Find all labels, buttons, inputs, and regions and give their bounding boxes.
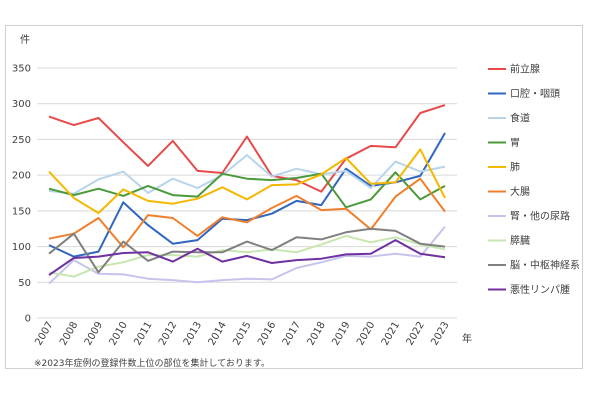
footnote: ※2023年症例の登録件数上位の部位を集計しております。 bbox=[34, 359, 271, 369]
series-line bbox=[48, 234, 446, 278]
legend-label: 大腸 bbox=[510, 185, 530, 198]
x-tick-label: 2022 bbox=[405, 320, 427, 348]
series-line bbox=[48, 239, 446, 276]
x-tick-label: 2010 bbox=[108, 320, 130, 348]
x-axis: 2007 2008 2009 2010 2011 2012 2013 2014 2015 2016… bbox=[33, 320, 451, 348]
x-axis-unit: 年 bbox=[462, 332, 472, 345]
x-tick-label: 2011 bbox=[132, 320, 154, 348]
x-tick-label: 2014 bbox=[207, 320, 229, 348]
legend-item: 脳・中枢神経系 bbox=[488, 259, 580, 272]
legend-item: 口腔・咽頭 bbox=[488, 87, 560, 100]
x-tick-label: 2020 bbox=[355, 320, 377, 348]
y-tick-label: 200 bbox=[12, 171, 31, 182]
grid-lines bbox=[37, 67, 457, 319]
series-line bbox=[48, 177, 446, 249]
legend-label: 胃 bbox=[510, 137, 520, 149]
series-line bbox=[48, 148, 446, 214]
y-tick-label: 50 bbox=[18, 278, 31, 289]
y-tick-label: 300 bbox=[12, 99, 31, 110]
legend-item: 膵臓 bbox=[488, 235, 530, 247]
x-tick-label: 2016 bbox=[256, 320, 278, 348]
x-tick-label: 2018 bbox=[306, 320, 328, 348]
series-line bbox=[48, 225, 446, 285]
legend-item: 肺 bbox=[488, 162, 520, 174]
legend-item: 食道 bbox=[488, 112, 530, 125]
legend-label: 膵臓 bbox=[510, 235, 530, 247]
legend-label: 口腔・咽頭 bbox=[510, 87, 560, 100]
x-tick-label: 2019 bbox=[330, 320, 352, 348]
x-tick-label: 2008 bbox=[58, 320, 80, 348]
y-tick-label: 250 bbox=[12, 135, 31, 146]
legend-item: 大腸 bbox=[488, 185, 530, 198]
y-tick-label: 0 bbox=[25, 314, 31, 325]
y-axis-unit: 件 bbox=[20, 34, 30, 46]
x-tick-label: 2007 bbox=[33, 320, 55, 348]
legend-item: 悪性リンパ腫 bbox=[488, 283, 570, 296]
legend-item: 腎・他の尿路 bbox=[488, 210, 570, 223]
legend-item: 前立腺 bbox=[488, 63, 540, 76]
x-tick-label: 2009 bbox=[83, 320, 105, 348]
x-tick-label: 2023 bbox=[429, 320, 451, 348]
y-axis: 0 50 100 150 200 250 300 350 bbox=[12, 64, 31, 325]
y-tick-label: 100 bbox=[12, 242, 31, 253]
legend-label: 悪性リンパ腫 bbox=[510, 283, 570, 296]
y-tick-label: 150 bbox=[12, 206, 31, 217]
series-line bbox=[48, 171, 446, 209]
x-tick-label: 2021 bbox=[380, 320, 402, 348]
legend-label: 肺 bbox=[510, 162, 520, 174]
legend-label: 前立腺 bbox=[510, 63, 540, 76]
x-tick-label: 2013 bbox=[182, 320, 204, 348]
series-line bbox=[48, 132, 446, 258]
x-tick-label: 2015 bbox=[231, 320, 253, 348]
series-line bbox=[48, 154, 446, 195]
x-tick-label: 2017 bbox=[281, 320, 303, 348]
series-line bbox=[48, 104, 446, 193]
series-line bbox=[48, 227, 446, 274]
x-tick-label: 2012 bbox=[157, 320, 179, 348]
series-lines bbox=[48, 104, 446, 285]
y-tick-label: 350 bbox=[12, 64, 31, 75]
legend-label: 食道 bbox=[510, 112, 530, 125]
legend-label: 腎・他の尿路 bbox=[510, 210, 570, 223]
legend-item: 胃 bbox=[488, 137, 520, 149]
legend-label: 脳・中枢神経系 bbox=[510, 259, 580, 272]
